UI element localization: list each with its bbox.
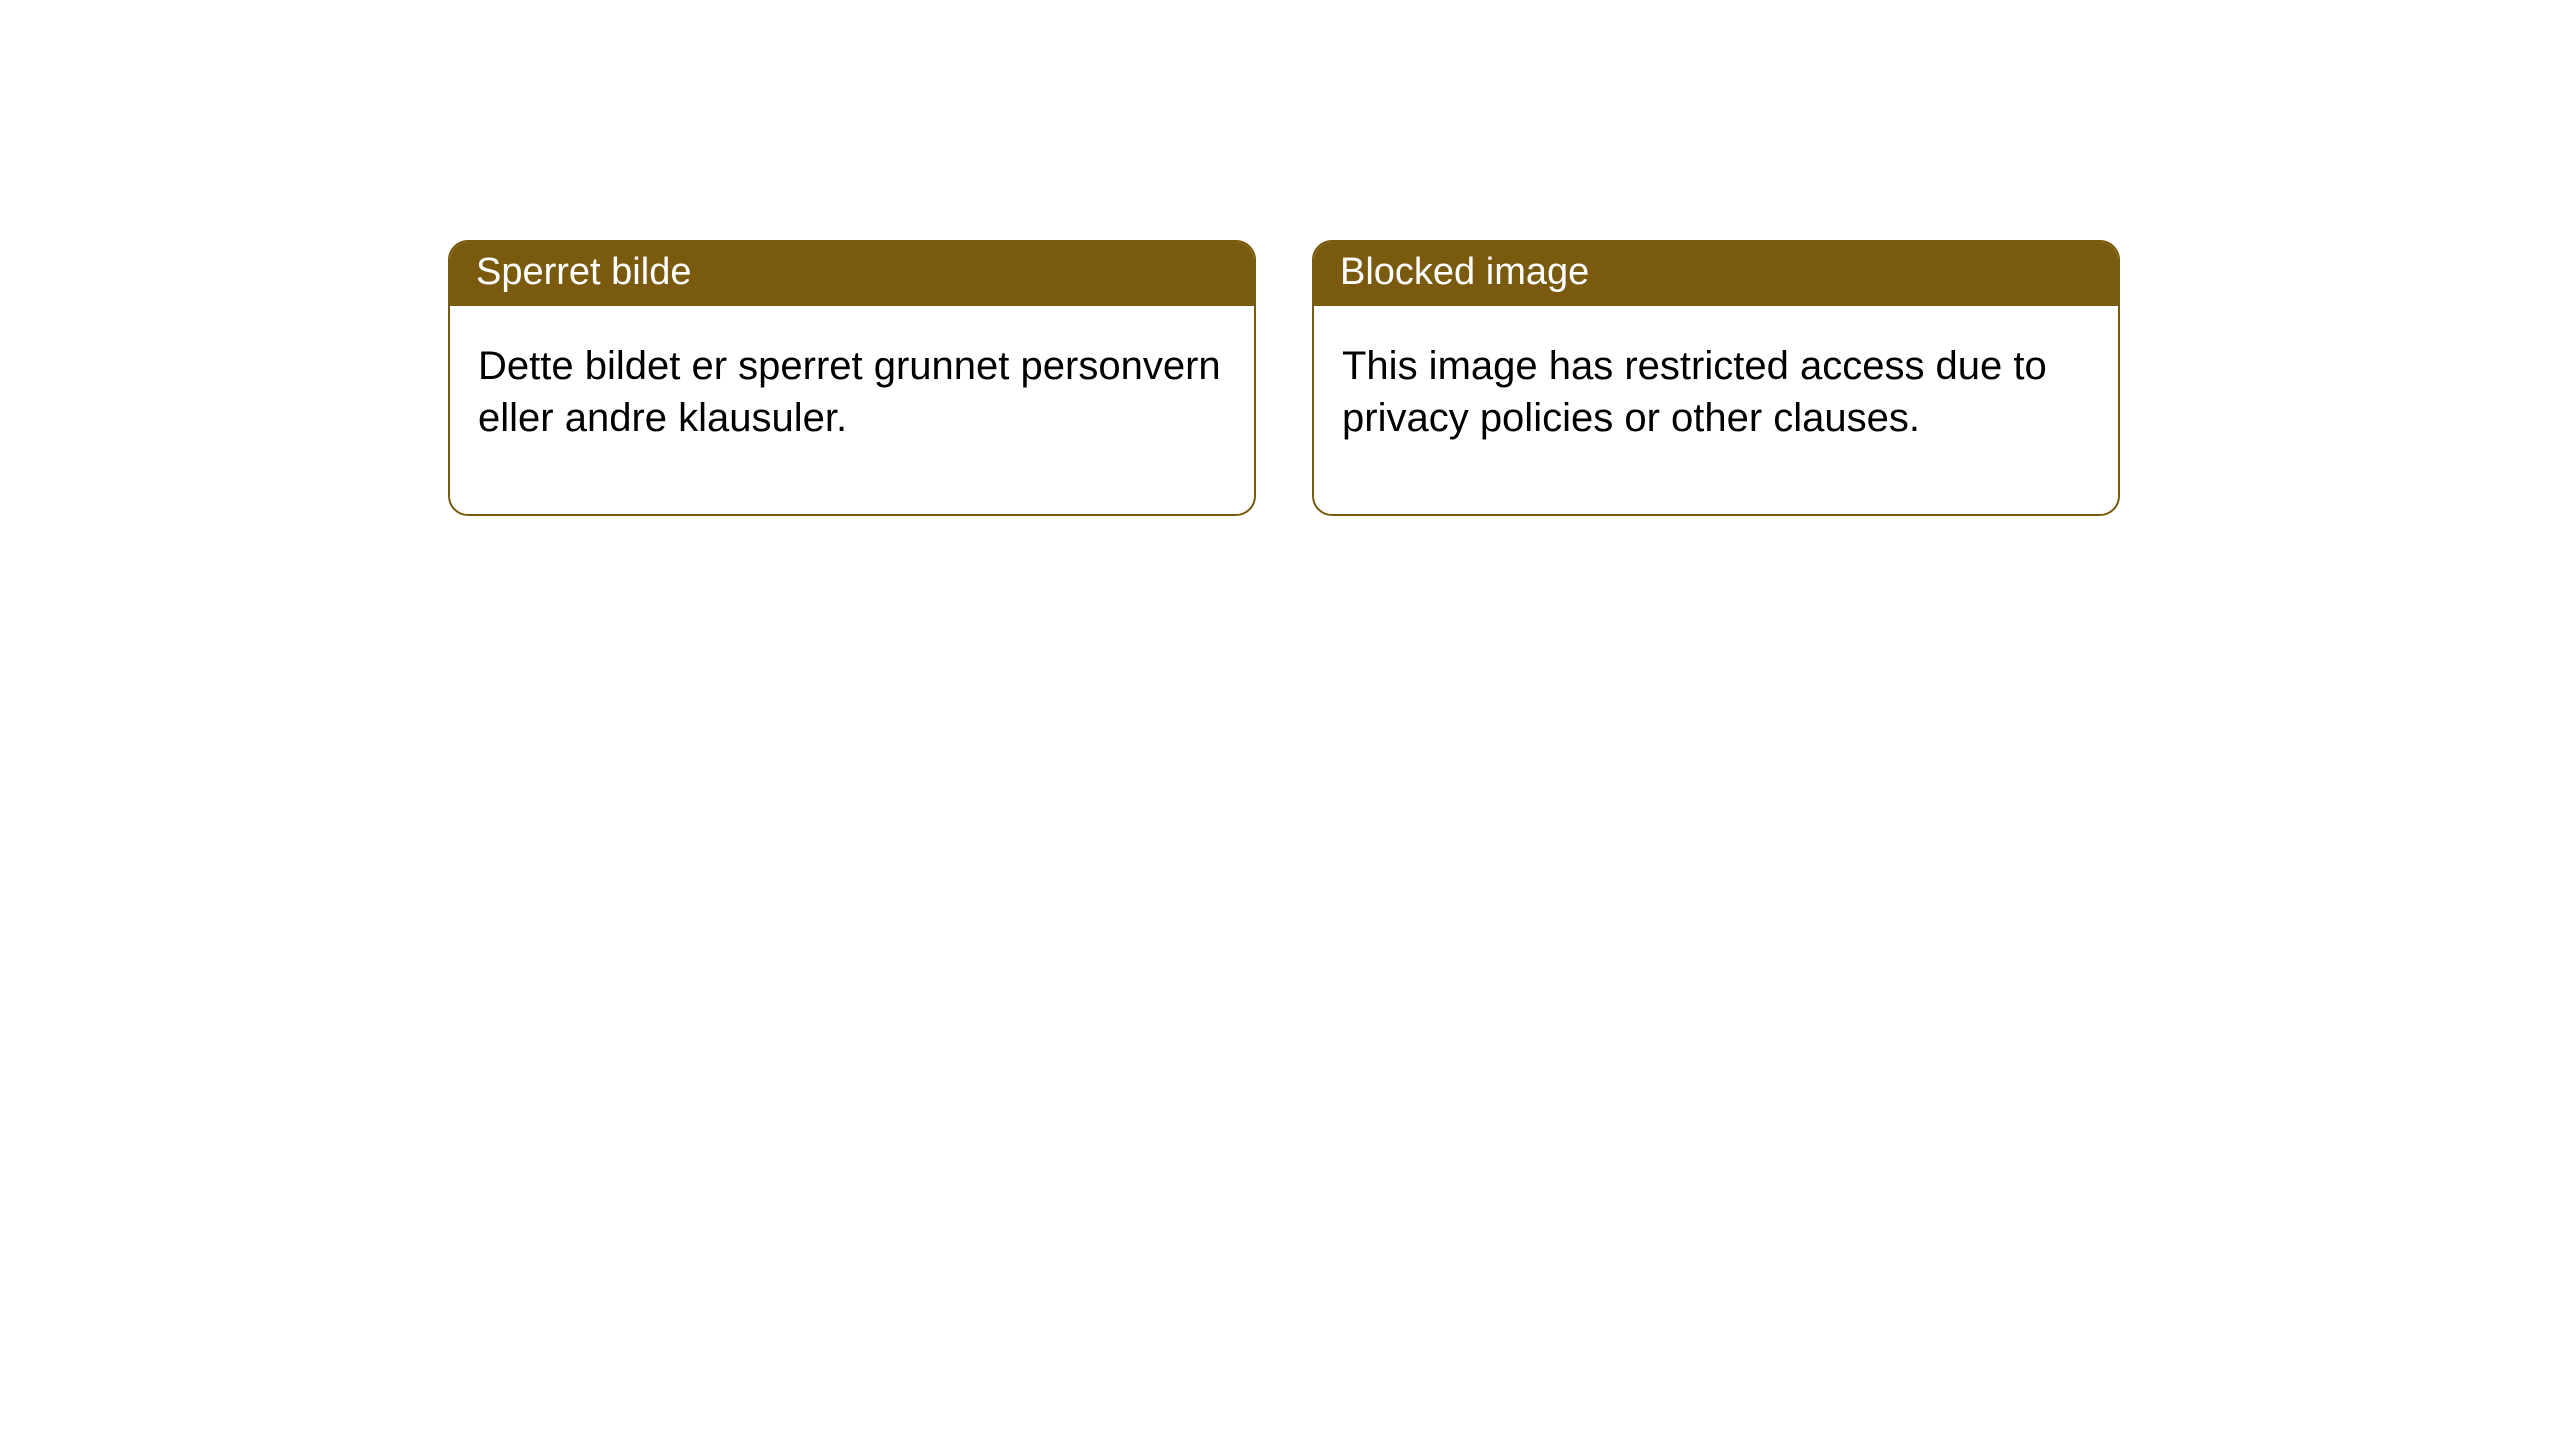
notice-card-norwegian: Sperret bilde Dette bildet er sperret gr… (448, 240, 1256, 516)
notice-card-title: Blocked image (1314, 242, 2118, 306)
notice-card-body: This image has restricted access due to … (1314, 306, 2118, 514)
notice-card-title: Sperret bilde (450, 242, 1254, 306)
notice-card-body: Dette bildet er sperret grunnet personve… (450, 306, 1254, 514)
notice-cards-container: Sperret bilde Dette bildet er sperret gr… (448, 240, 2120, 516)
notice-card-english: Blocked image This image has restricted … (1312, 240, 2120, 516)
